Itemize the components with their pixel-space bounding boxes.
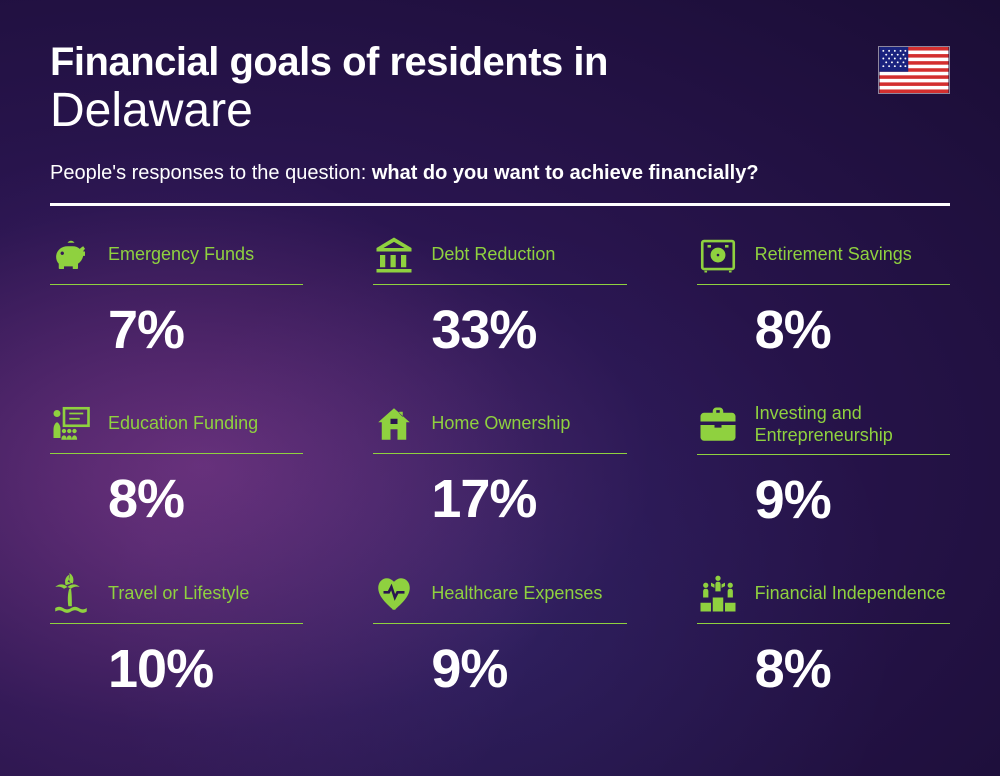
goal-pct: 7% <box>50 299 303 361</box>
goal-label: Home Ownership <box>431 413 570 435</box>
goals-grid: Emergency Funds 7% Debt Reduction 33% Re… <box>50 234 950 700</box>
title-block: Financial goals of residents in Delaware <box>50 40 608 138</box>
goal-label: Debt Reduction <box>431 244 555 266</box>
presentation-icon <box>50 403 92 445</box>
goal-emergency-funds: Emergency Funds 7% <box>50 234 303 361</box>
goal-label: Travel or Lifestyle <box>108 583 249 605</box>
goal-label: Retirement Savings <box>755 244 912 266</box>
goal-header: Debt Reduction <box>373 234 626 285</box>
goal-header: Healthcare Expenses <box>373 573 626 624</box>
goal-header: Emergency Funds <box>50 234 303 285</box>
safe-icon <box>697 234 739 276</box>
subtitle-prefix: People's responses to the question: <box>50 162 372 184</box>
goal-financial-independence: Financial Independence 8% <box>697 573 950 700</box>
title-state: Delaware <box>50 83 608 138</box>
subtitle-question: what do you want to achieve financially? <box>372 162 759 184</box>
goal-header: Investing and Entrepreneurship <box>697 403 950 455</box>
goal-pct: 17% <box>373 468 626 530</box>
goal-label: Investing and Entrepreneurship <box>755 403 950 446</box>
title-prefix: Financial goals of residents in <box>50 40 608 85</box>
bank-icon <box>373 234 415 276</box>
goal-header: Travel or Lifestyle <box>50 573 303 624</box>
goal-pct: 9% <box>697 469 950 531</box>
header: Financial goals of residents in Delaware <box>50 40 950 138</box>
us-flag-icon <box>878 46 950 94</box>
goal-investing-entrepreneurship: Investing and Entrepreneurship 9% <box>697 403 950 531</box>
goal-pct: 8% <box>697 638 950 700</box>
goal-label: Emergency Funds <box>108 244 254 266</box>
goal-header: Financial Independence <box>697 573 950 624</box>
goal-header: Education Funding <box>50 403 303 454</box>
palm-tree-icon <box>50 573 92 615</box>
subtitle: People's responses to the question: what… <box>50 162 950 185</box>
goal-label: Healthcare Expenses <box>431 583 602 605</box>
goal-pct: 10% <box>50 638 303 700</box>
house-icon <box>373 403 415 445</box>
briefcase-icon <box>697 404 739 446</box>
goal-travel-lifestyle: Travel or Lifestyle 10% <box>50 573 303 700</box>
goal-label: Financial Independence <box>755 583 946 605</box>
goal-retirement-savings: Retirement Savings 8% <box>697 234 950 361</box>
goal-label: Education Funding <box>108 413 258 435</box>
heart-pulse-icon <box>373 573 415 615</box>
goal-home-ownership: Home Ownership 17% <box>373 403 626 531</box>
goal-header: Retirement Savings <box>697 234 950 285</box>
divider <box>50 203 950 206</box>
goal-header: Home Ownership <box>373 403 626 454</box>
goal-education-funding: Education Funding 8% <box>50 403 303 531</box>
goal-pct: 8% <box>50 468 303 530</box>
goal-debt-reduction: Debt Reduction 33% <box>373 234 626 361</box>
goal-pct: 33% <box>373 299 626 361</box>
goal-pct: 9% <box>373 638 626 700</box>
podium-icon <box>697 573 739 615</box>
goal-pct: 8% <box>697 299 950 361</box>
piggy-bank-icon <box>50 234 92 276</box>
goal-healthcare-expenses: Healthcare Expenses 9% <box>373 573 626 700</box>
